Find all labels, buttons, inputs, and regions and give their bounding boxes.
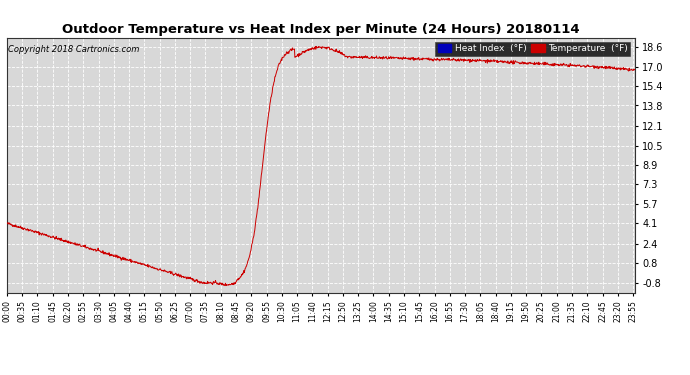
Text: Copyright 2018 Cartronics.com: Copyright 2018 Cartronics.com	[8, 45, 139, 54]
Legend: Heat Index  (°F), Temperature  (°F): Heat Index (°F), Temperature (°F)	[435, 42, 630, 56]
Title: Outdoor Temperature vs Heat Index per Minute (24 Hours) 20180114: Outdoor Temperature vs Heat Index per Mi…	[62, 23, 580, 36]
